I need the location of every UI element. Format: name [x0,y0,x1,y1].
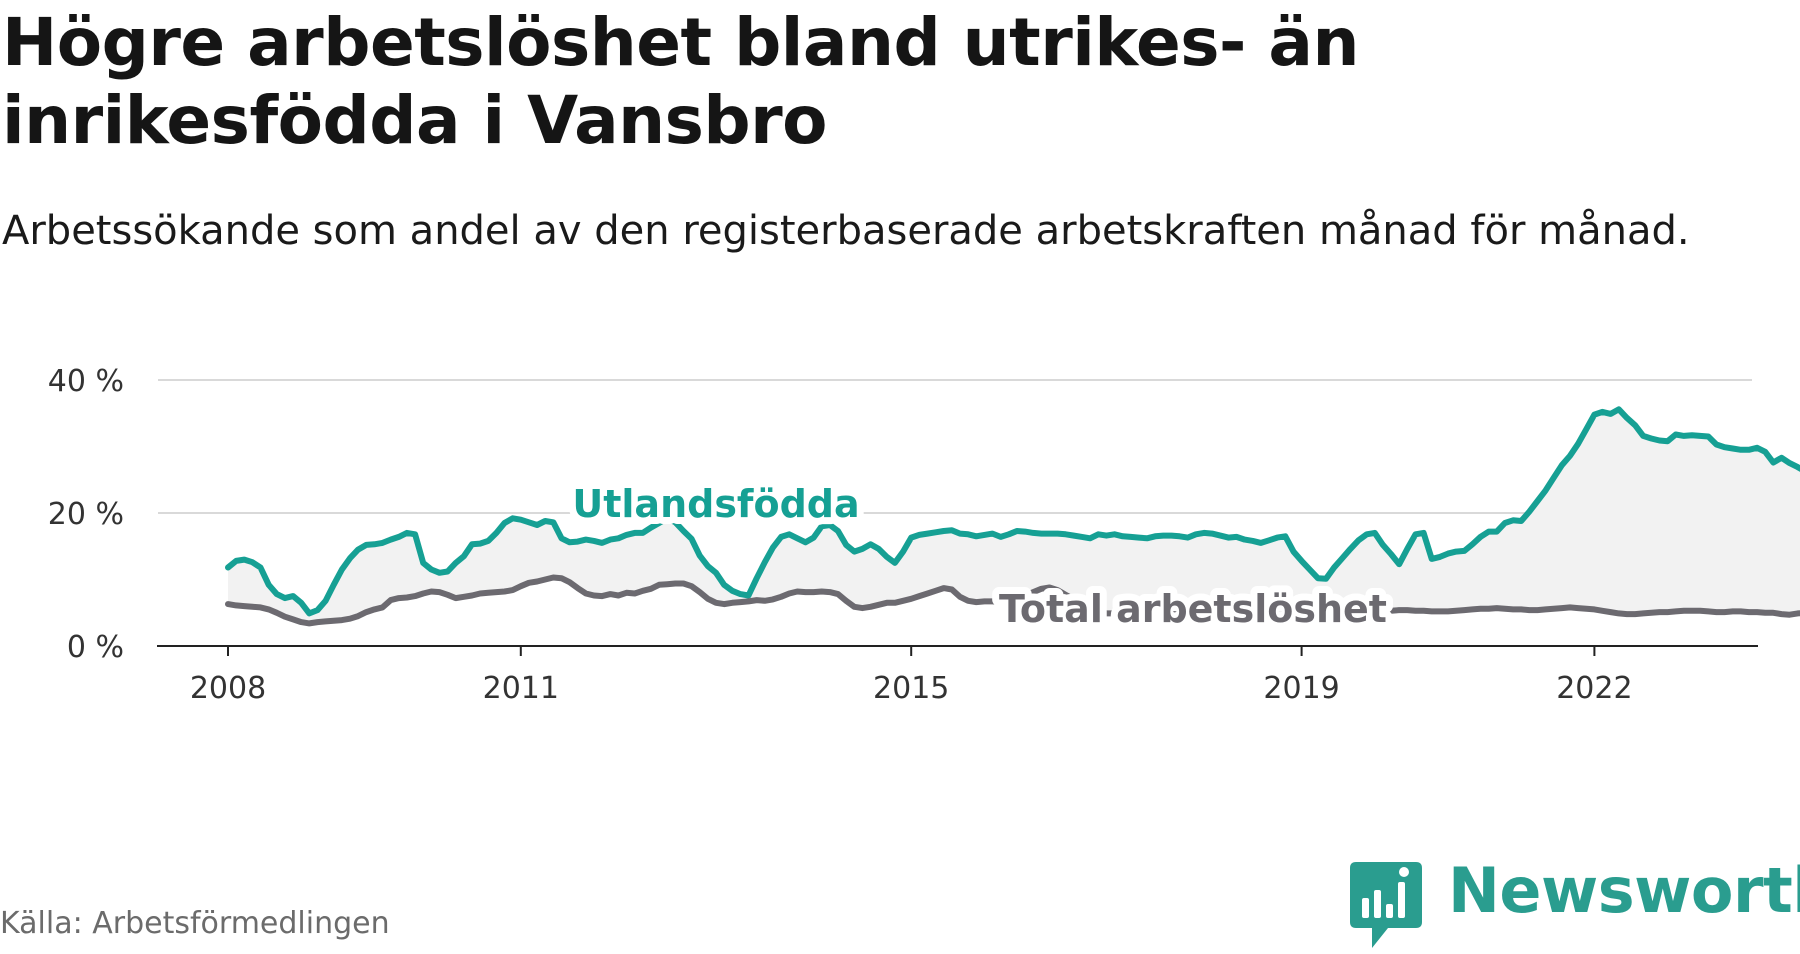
source-note: Källa: Arbetsförmedlingen [0,906,390,941]
x-axis: 2008 2011 2015 2019 2022 [157,645,1758,706]
bar-chart-badge-icon [1350,862,1422,948]
x-tick-label: 2008 [190,671,266,706]
chart-title: Högre arbetslöshet bland utrikes- än inr… [2,4,1359,159]
series-lines [225,406,1800,627]
line-chart: 0 % 20 % 40 % 2008 2011 2015 2019 2022 16,1 %3… [48,364,1800,706]
total-line [225,574,1800,627]
y-tick-label: 40 % [48,364,124,399]
x-tick-label: 2011 [483,671,559,706]
chart-subtitle: Arbetssökande som andel av den registerb… [2,208,1690,254]
gap-band [228,409,1800,624]
brand-logo[interactable]: Newsworthy [1348,854,1800,950]
y-tick-label: 20 % [48,497,124,532]
x-tick-label: 2019 [1263,671,1339,706]
brand-name: Newsworthy [1448,854,1800,927]
x-tick-label: 2015 [873,671,949,706]
y-tick-label: 0 % [67,630,124,665]
x-tick-label: 2022 [1556,671,1632,706]
grid-lines: 0 % 20 % 40 % [48,364,1752,665]
total-series-label: Total arbetslöshet [999,587,1387,631]
utlandsfodda-line [225,406,1800,617]
utlandsfodda-series-label: Utlandsfödda [572,482,859,526]
